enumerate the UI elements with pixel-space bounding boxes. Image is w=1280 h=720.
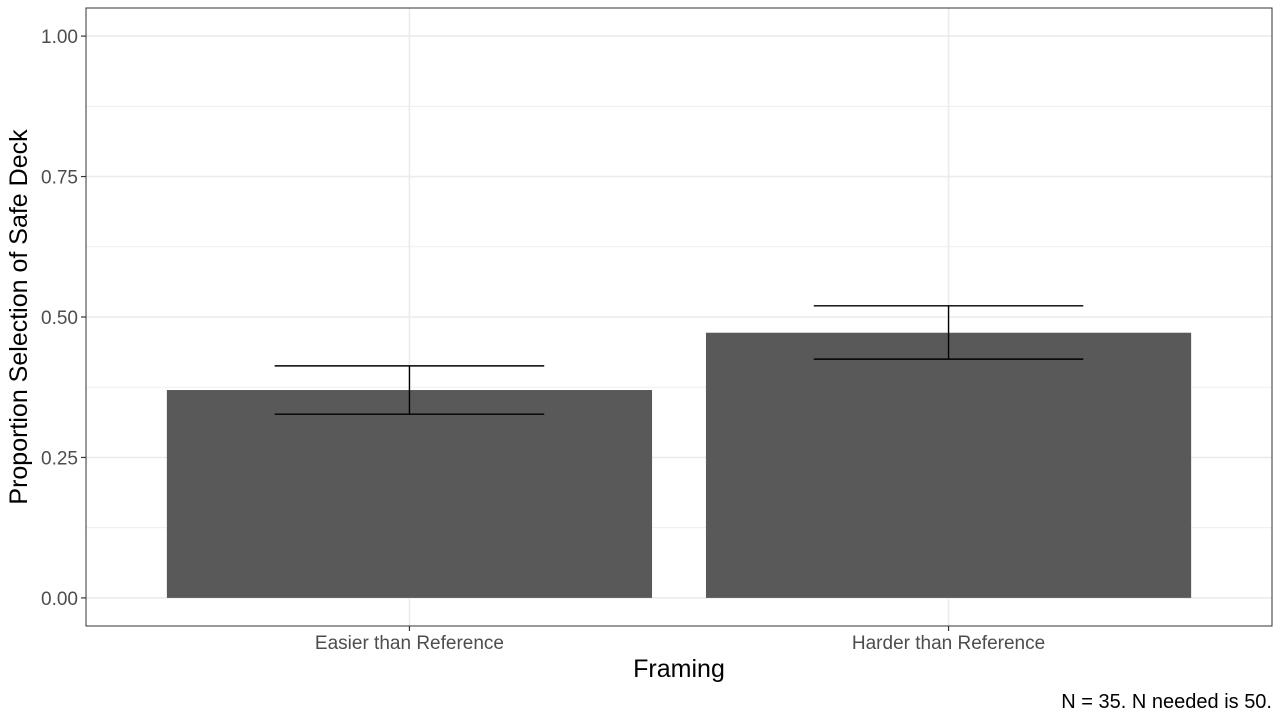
error-bar-1: [274, 365, 545, 415]
y-tick-label: 0.25: [41, 448, 78, 469]
y-axis-title: Proportion Selection of Safe Deck: [5, 129, 33, 505]
bar-2: [705, 332, 1192, 598]
x-axis: Easier than Reference Harder than Referen…: [315, 626, 1045, 654]
bar-1: [166, 390, 653, 598]
bars: [166, 332, 1192, 598]
x-tick-label: Easier than Reference: [315, 633, 504, 654]
error-bars: [274, 305, 1084, 415]
error-bar-2: [813, 305, 1084, 360]
y-axis: 0.00 0.25 0.50 0.75 1.00: [41, 27, 86, 610]
y-tick-label: 0.00: [41, 589, 78, 610]
x-tick-label: Harder than Reference: [852, 633, 1045, 654]
y-tick-label: 0.50: [41, 308, 78, 329]
y-tick-label: 1.00: [41, 27, 78, 48]
chart-caption: N = 35. N needed is 50.: [1061, 691, 1272, 713]
y-tick-label: 0.75: [41, 168, 78, 189]
x-axis-title: Framing: [633, 655, 725, 683]
